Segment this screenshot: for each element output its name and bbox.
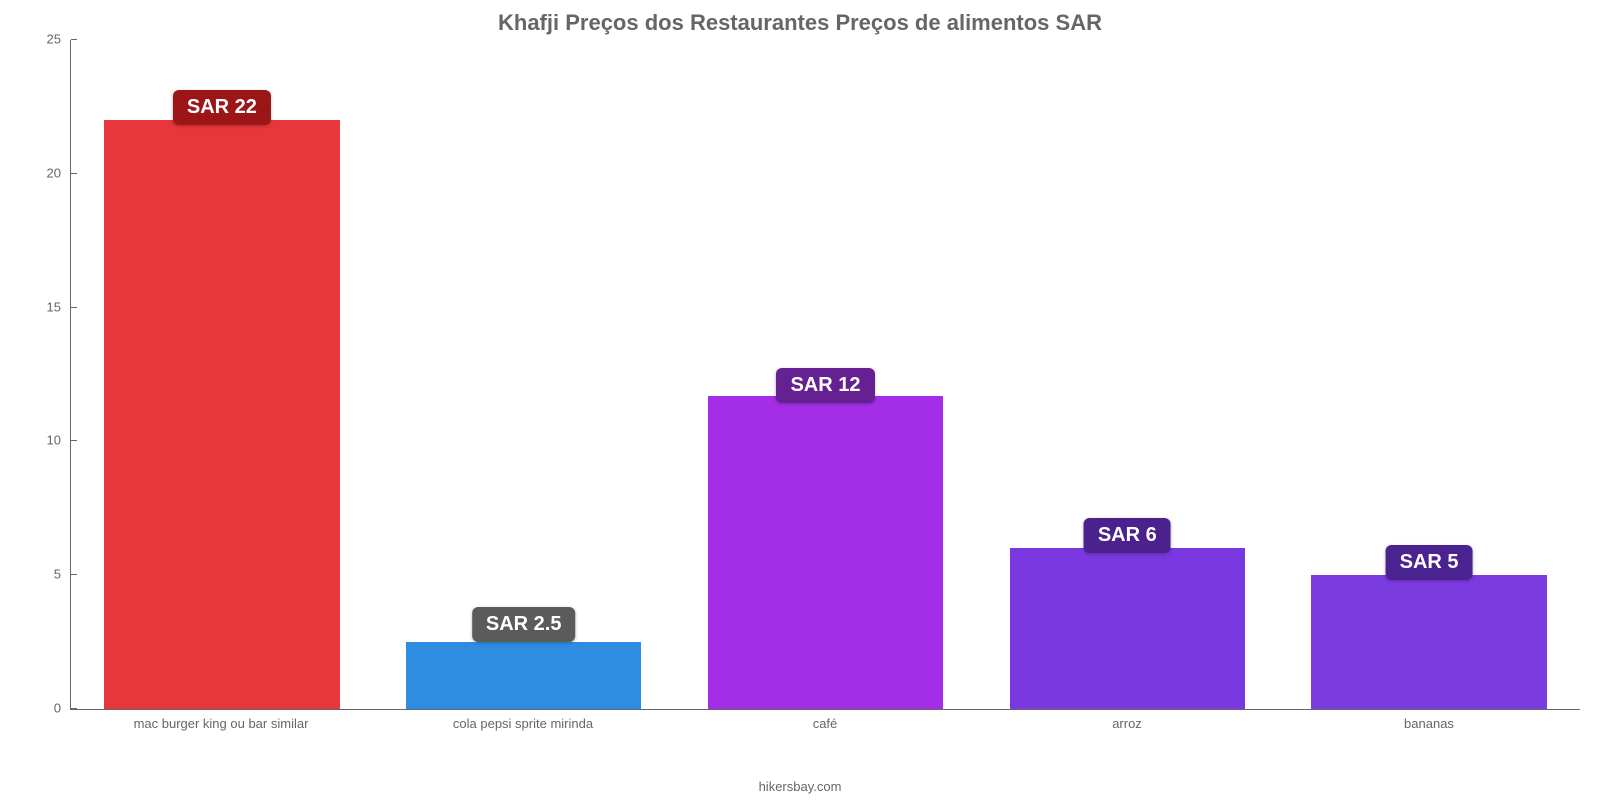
y-tick: 25 bbox=[71, 39, 77, 40]
bar: SAR 22 bbox=[104, 120, 339, 709]
y-tick-label: 25 bbox=[47, 32, 61, 47]
bar-value-badge: SAR 5 bbox=[1386, 545, 1473, 580]
bar: SAR 6 bbox=[1010, 548, 1245, 709]
y-tick: 5 bbox=[71, 574, 77, 575]
y-tick-label: 0 bbox=[54, 701, 61, 716]
y-tick-label: 5 bbox=[54, 567, 61, 582]
bar-value-badge: SAR 2.5 bbox=[472, 607, 576, 642]
y-tick-label: 10 bbox=[47, 433, 61, 448]
x-axis-label: bananas bbox=[1278, 710, 1580, 740]
x-axis-label: café bbox=[674, 710, 976, 740]
bar-slot: SAR 2.5 bbox=[373, 40, 675, 709]
bar: SAR 2.5 bbox=[406, 642, 641, 709]
y-tick-label: 20 bbox=[47, 165, 61, 180]
attribution-text: hikersbay.com bbox=[0, 779, 1600, 794]
y-tick: 10 bbox=[71, 440, 77, 441]
x-axis-label: cola pepsi sprite mirinda bbox=[372, 710, 674, 740]
chart-area: SAR 22 SAR 2.5 SAR 12 SAR 6 SAR 5 0 5 10 15 20 25… bbox=[40, 40, 1580, 740]
y-tick: 15 bbox=[71, 307, 77, 308]
bar-slot: SAR 12 bbox=[675, 40, 977, 709]
bar-value-badge: SAR 22 bbox=[173, 90, 271, 125]
y-tick: 0 bbox=[71, 708, 77, 709]
y-tick: 20 bbox=[71, 173, 77, 174]
bar-value-badge: SAR 12 bbox=[776, 368, 874, 403]
x-axis-label: arroz bbox=[976, 710, 1278, 740]
x-axis-label: mac burger king ou bar similar bbox=[70, 710, 372, 740]
bar-value-badge: SAR 6 bbox=[1084, 518, 1171, 553]
plot-area: SAR 22 SAR 2.5 SAR 12 SAR 6 SAR 5 0 5 10 15 20 25 bbox=[70, 40, 1580, 710]
chart-title: Khafji Preços dos Restaurantes Preços de… bbox=[0, 0, 1600, 42]
bars-container: SAR 22 SAR 2.5 SAR 12 SAR 6 SAR 5 bbox=[71, 40, 1580, 709]
x-axis-labels: mac burger king ou bar similarcola pepsi… bbox=[70, 710, 1580, 740]
bar-slot: SAR 22 bbox=[71, 40, 373, 709]
bar: SAR 12 bbox=[708, 396, 943, 709]
bar-slot: SAR 6 bbox=[976, 40, 1278, 709]
bar-slot: SAR 5 bbox=[1278, 40, 1580, 709]
y-tick-label: 15 bbox=[47, 299, 61, 314]
bar: SAR 5 bbox=[1311, 575, 1546, 709]
